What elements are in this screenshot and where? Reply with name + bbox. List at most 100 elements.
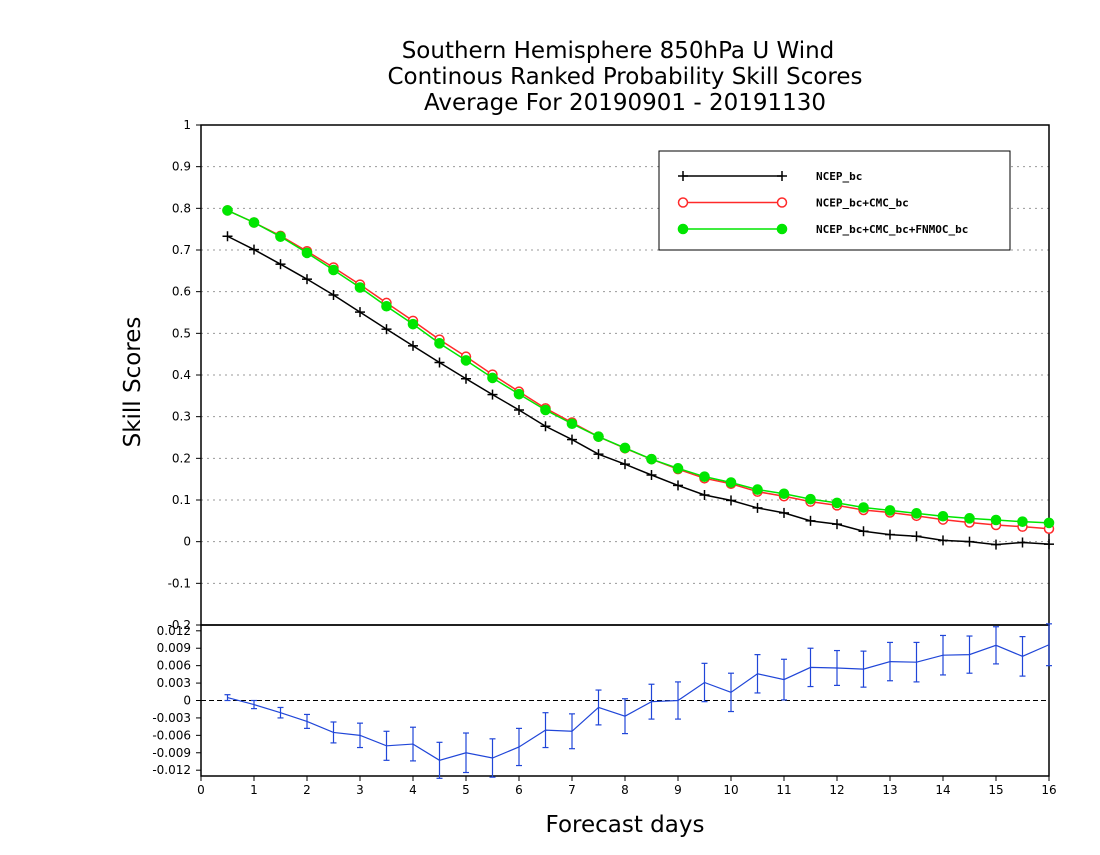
data-point: [593, 431, 604, 442]
data-point: [487, 389, 498, 400]
error-bar: [224, 694, 231, 702]
data-point: [938, 535, 948, 546]
error-bar: [463, 732, 469, 774]
legend-label: NCEP_bc+CMC_bc: [816, 197, 909, 210]
error-bar: [436, 741, 443, 779]
data-point: [355, 307, 365, 318]
legend-label: NCEP_bc: [816, 170, 862, 183]
data-point: [434, 357, 445, 368]
y-tick-label: 1: [183, 118, 191, 132]
data-point: [328, 290, 339, 300]
x-axis-label: Forecast days: [546, 812, 705, 838]
error-bar: [383, 730, 390, 761]
series-line-2: [227, 209, 1050, 530]
error-bar: [807, 647, 814, 688]
x-tick-label: 12: [829, 783, 844, 797]
error-bar: [1046, 623, 1052, 667]
y-tick-label: 0: [183, 535, 191, 549]
error-bar: [648, 683, 655, 720]
difference-panel: -0.012 -0.009 -0.006 -0.003 0 0.003 0.006 0.009…: [152, 623, 1057, 797]
data-point: [1044, 539, 1054, 550]
data-point: [991, 539, 1001, 550]
y-tick-label: 0.6: [172, 285, 191, 299]
series-line-1: [227, 235, 1050, 546]
error-bar: [940, 634, 946, 676]
chart-title-group: Southern Hemisphere 850hPa U Wind Contin…: [387, 38, 862, 116]
error-bar: [569, 713, 575, 750]
data-point: [646, 470, 657, 480]
data-point: [487, 372, 498, 384]
data-point: [301, 247, 313, 259]
data-point: [911, 531, 922, 542]
x-tick-label: 8: [621, 783, 629, 797]
x-tick-label: 16: [1041, 783, 1056, 797]
data-point: [858, 526, 869, 537]
data-point: [328, 264, 339, 276]
data-point: [513, 388, 525, 400]
x-tick-label: 10: [723, 783, 738, 797]
data-point: [858, 502, 869, 513]
y-tick-label: 0.9: [172, 160, 191, 174]
error-bar: [489, 738, 496, 778]
error-bar: [675, 681, 681, 720]
data-point: [672, 463, 684, 474]
y-tick-label: 0.003: [157, 676, 191, 690]
data-point: [778, 488, 790, 500]
error-bar: [887, 641, 893, 682]
x-tick-label: 0: [197, 783, 205, 797]
data-point: [726, 495, 736, 506]
y-tick-label: 0.009: [157, 641, 191, 655]
error-bar: [330, 721, 337, 744]
error-bar: [357, 722, 363, 749]
legend-label: NCEP_bc+CMC_bc+FNMOC_bc: [816, 223, 968, 236]
data-point: [275, 231, 286, 242]
x-tick-label: 13: [882, 783, 897, 797]
data-point: [275, 259, 286, 270]
y-tick-label: 0.3: [172, 410, 191, 424]
difference-line: [227, 644, 1050, 761]
error-bar: [966, 635, 973, 674]
legend-marker: [776, 223, 788, 235]
error-bar: [1019, 636, 1026, 677]
x-tick-label: 5: [462, 783, 470, 797]
error-bar: [860, 650, 867, 688]
data-point: [222, 205, 233, 216]
data-point: [885, 529, 895, 540]
data-point: [461, 373, 471, 384]
data-point: [673, 480, 683, 491]
error-bar: [754, 654, 761, 694]
data-point: [805, 515, 816, 526]
data-point: [620, 459, 630, 470]
error-bar: [913, 641, 920, 683]
data-point: [646, 453, 657, 465]
skill-score-panel: -0.2 -0.1 0 0.1 0.2 0.3 0.4 0.5 0.6 0.7 0.8 0.9 1: [168, 118, 1055, 632]
legend-marker: [677, 223, 689, 235]
x-tick-label: 9: [674, 783, 682, 797]
data-point: [408, 340, 418, 351]
y-tick-label: 0.5: [172, 326, 191, 340]
data-point: [752, 484, 763, 495]
x-tick-label: 6: [515, 783, 523, 797]
y-tick-label: 0.8: [172, 201, 191, 215]
chart-title-line-1: Southern Hemisphere 850hPa U Wind: [402, 38, 835, 64]
data-point: [302, 274, 312, 285]
error-bar: [595, 689, 602, 726]
data-point: [884, 505, 896, 516]
data-point: [990, 514, 1002, 526]
y-tick-label: -0.003: [152, 711, 191, 725]
data-point: [460, 355, 472, 366]
error-bar: [993, 626, 999, 665]
y-tick-label: -0.012: [152, 763, 191, 777]
data-point: [566, 418, 578, 430]
y-tick-label: -0.009: [152, 746, 191, 760]
data-point: [964, 536, 975, 547]
data-point: [540, 404, 551, 416]
data-point: [514, 405, 524, 415]
y-tick-label: 0.1: [172, 493, 191, 507]
data-point: [567, 434, 577, 445]
data-point: [779, 507, 789, 518]
data-point: [1017, 537, 1028, 548]
data-point: [222, 231, 233, 242]
data-point: [248, 217, 260, 228]
